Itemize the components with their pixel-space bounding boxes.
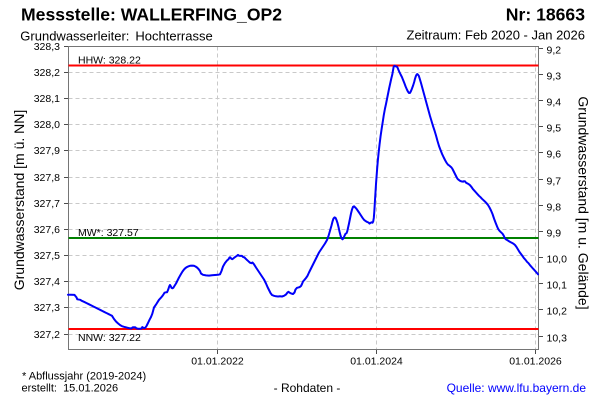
svg-text:9,6: 9,6 (547, 149, 562, 161)
svg-text:HHW: 328.22: HHW: 328.22 (78, 55, 141, 67)
svg-text:NNW: 327.22: NNW: 327.22 (78, 332, 141, 344)
svg-text:01.01.2024: 01.01.2024 (350, 356, 403, 368)
svg-text:10,0: 10,0 (547, 254, 568, 266)
svg-text:Grundwasserstand [m u. Gelände: Grundwasserstand [m u. Gelände] (576, 96, 592, 309)
svg-text:327,7: 327,7 (34, 198, 60, 210)
svg-text:Grundwasserleiter:Hochterrasse: Grundwasserleiter: Hochterrasse (20, 28, 212, 43)
svg-text:erstellt: 15.01.2026: erstellt: 15.01.2026 (22, 383, 119, 395)
svg-text:MW*: 327.57: MW*: 327.57 (78, 227, 139, 239)
svg-text:327,4: 327,4 (34, 276, 60, 288)
svg-text:328,2: 328,2 (34, 67, 60, 79)
svg-text:328,0: 328,0 (34, 119, 60, 131)
svg-text:327,8: 327,8 (34, 172, 60, 184)
svg-text:Grundwasserstand [m ü. NN]: Grundwasserstand [m ü. NN] (11, 110, 27, 291)
svg-text:Quelle: www.lfu.bayern.de: Quelle: www.lfu.bayern.de (447, 381, 587, 395)
svg-text:10,1: 10,1 (547, 280, 568, 292)
svg-text:9,8: 9,8 (547, 202, 562, 214)
svg-text:327,6: 327,6 (34, 224, 60, 236)
svg-text:328,1: 328,1 (34, 93, 60, 105)
svg-text:Messstelle: WALLERFING_OP2: Messstelle: WALLERFING_OP2 (21, 5, 282, 25)
svg-text:9,7: 9,7 (547, 176, 562, 188)
svg-text:9,9: 9,9 (547, 228, 562, 240)
svg-text:9,4: 9,4 (547, 97, 562, 109)
svg-text:327,3: 327,3 (34, 302, 60, 314)
svg-text:328,3: 328,3 (34, 41, 60, 53)
svg-text:327,2: 327,2 (34, 329, 60, 341)
svg-text:9,2: 9,2 (547, 45, 562, 57)
svg-text:10,3: 10,3 (547, 333, 568, 345)
svg-text:Nr: 18663: Nr: 18663 (506, 5, 585, 25)
svg-text:10,2: 10,2 (547, 306, 568, 318)
svg-text:327,9: 327,9 (34, 145, 60, 157)
svg-text:01.01.2026: 01.01.2026 (509, 356, 562, 368)
svg-text:- Rohdaten -: - Rohdaten - (274, 381, 341, 395)
svg-text:01.01.2022: 01.01.2022 (191, 356, 244, 368)
svg-text:9,3: 9,3 (547, 71, 562, 83)
svg-text:Zeitraum: Feb 2020 - Jan 2026: Zeitraum: Feb 2020 - Jan 2026 (407, 28, 586, 43)
svg-text:* Abflussjahr (2019-2024): * Abflussjahr (2019-2024) (22, 371, 146, 383)
svg-text:327,5: 327,5 (34, 250, 60, 262)
svg-text:9,5: 9,5 (547, 123, 562, 135)
